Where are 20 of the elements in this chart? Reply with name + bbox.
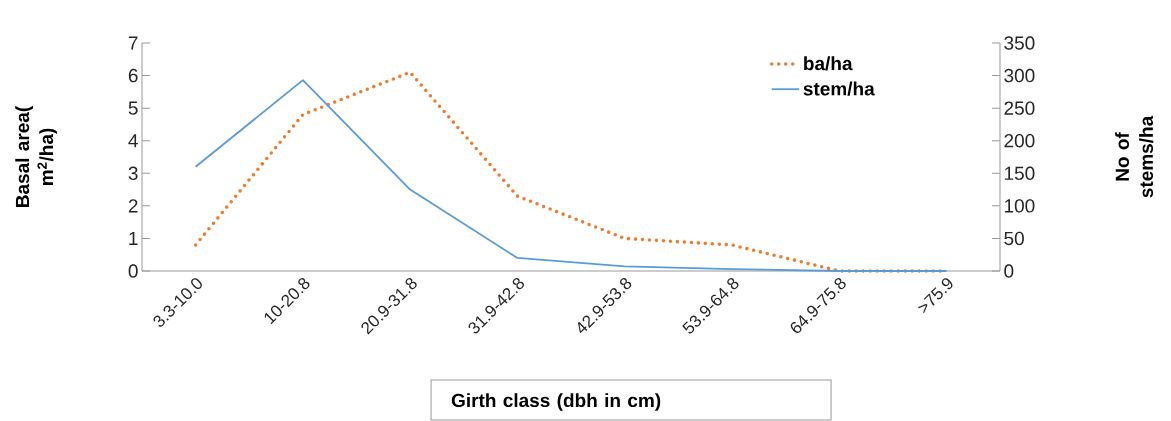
y-tick-label: 4 [128,134,138,148]
y-tick-label: 5 [128,101,138,115]
y-tick-label: 0 [128,264,138,278]
y-tick-label: 2 [128,199,138,213]
y2-tick-label: 300 [1004,68,1035,83]
y2-tick-label: 0 [1004,264,1014,278]
y2-tick-label: 150 [1004,166,1035,181]
y-tick-label: 3 [128,166,138,181]
y2-tick-label: 200 [1004,133,1035,148]
y-tick-label: 1 [129,231,138,245]
y-tick-label: 6 [128,68,138,83]
y2-tick-label: 50 [1004,231,1024,246]
x-axis-title: Girth class (dbh in cm) [451,393,661,411]
y-tick-label: 7 [128,36,138,50]
y2-tick-label: 100 [1004,199,1035,213]
legend-label: ba/ha [804,56,853,71]
legend-label: stem/ha [803,81,875,96]
y2-tick-label: 250 [1004,101,1035,115]
y2-axis-title: No of stems/ha [1115,115,1154,198]
y2-tick-label: 350 [1004,36,1035,50]
